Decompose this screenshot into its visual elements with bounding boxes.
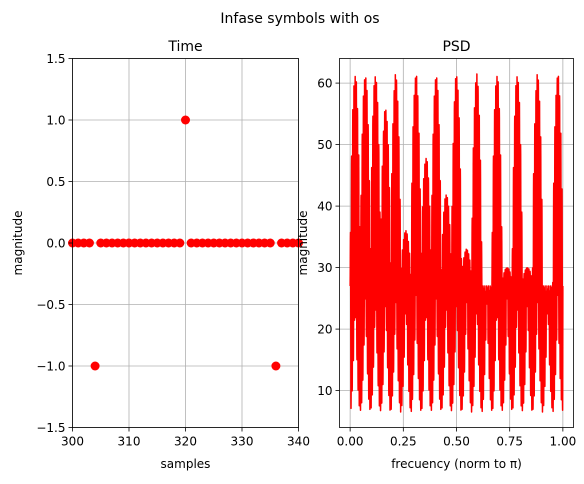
psd-x-tick-label: 1.00 xyxy=(550,435,577,449)
time-x-tick-label: 300 xyxy=(61,435,84,449)
psd-panel: PSD 0.00 0.25 0.50 0.75 1.00 60 50 40 30 20 10 fr… xyxy=(296,39,576,471)
psd-x-tick-label: 0.75 xyxy=(496,435,523,449)
psd-xlabel: frecuency (norm to π) xyxy=(391,457,522,471)
psd-y-tick-label: 60 xyxy=(317,77,332,91)
time-ylabel: magnitude xyxy=(11,211,25,276)
time-y-tick-label: 1.5 xyxy=(46,52,65,66)
psd-x-ticks: 0.00 0.25 0.50 0.75 1.00 xyxy=(337,428,576,449)
time-x-tick-label: 340 xyxy=(287,435,310,449)
time-x-tick-label: 310 xyxy=(118,435,141,449)
time-y-tick-label: −1.5 xyxy=(36,421,65,435)
psd-ylabel: magnitude xyxy=(296,211,310,276)
time-point xyxy=(181,116,190,125)
psd-x-tick-label: 0.00 xyxy=(337,435,364,449)
psd-y-tick-label: 20 xyxy=(317,323,332,337)
time-xlabel: samples xyxy=(161,457,211,471)
time-y-tick-label: −0.5 xyxy=(36,298,65,312)
time-point xyxy=(271,362,280,371)
time-y-ticks: 1.5 1.0 0.5 0.0 −0.5 −1.0 −1.5 xyxy=(36,52,72,435)
time-point xyxy=(85,239,94,248)
psd-x-tick-label: 0.50 xyxy=(443,435,470,449)
time-panel: Time 300 310 320 330 340 1.5 1.0 0.5 0.0 −0.5 −1.… xyxy=(11,39,310,471)
psd-y-tick-label: 10 xyxy=(317,384,332,398)
time-title: Time xyxy=(167,39,202,55)
psd-y-ticks: 60 50 40 30 20 10 xyxy=(317,77,339,399)
time-y-tick-label: 0.0 xyxy=(46,237,65,251)
time-x-tick-label: 320 xyxy=(174,435,197,449)
psd-title: PSD xyxy=(442,39,470,55)
time-x-ticks: 300 310 320 330 340 xyxy=(61,428,310,449)
psd-y-tick-label: 50 xyxy=(317,138,332,152)
time-point xyxy=(175,239,184,248)
time-x-tick-label: 330 xyxy=(231,435,254,449)
time-y-tick-label: −1.0 xyxy=(36,360,65,374)
time-y-tick-label: 1.0 xyxy=(46,114,65,128)
figure-suptitle: Infase symbols with os xyxy=(220,11,379,27)
time-y-tick-label: 0.5 xyxy=(46,175,65,189)
psd-x-tick-label: 0.25 xyxy=(390,435,417,449)
time-point xyxy=(266,239,275,248)
time-point xyxy=(91,362,100,371)
psd-y-tick-label: 30 xyxy=(317,261,332,275)
psd-y-tick-label: 40 xyxy=(317,200,332,214)
